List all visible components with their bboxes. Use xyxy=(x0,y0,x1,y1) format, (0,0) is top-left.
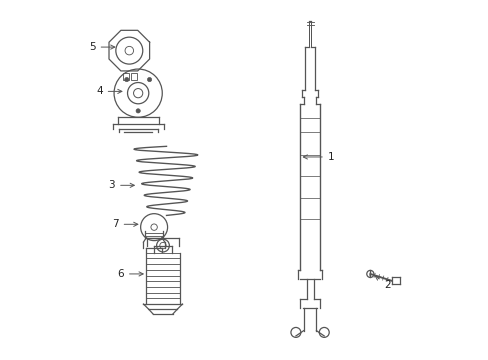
Text: 5: 5 xyxy=(89,42,115,52)
Text: 7: 7 xyxy=(112,219,138,229)
Text: 2: 2 xyxy=(374,276,390,289)
Text: 4: 4 xyxy=(96,86,122,96)
Circle shape xyxy=(136,109,140,113)
Text: 3: 3 xyxy=(108,180,134,190)
Text: 6: 6 xyxy=(117,269,143,279)
Circle shape xyxy=(147,77,151,82)
Text: 1: 1 xyxy=(303,152,334,162)
Bar xyxy=(122,73,129,80)
Circle shape xyxy=(124,77,129,82)
Bar xyxy=(131,73,137,80)
